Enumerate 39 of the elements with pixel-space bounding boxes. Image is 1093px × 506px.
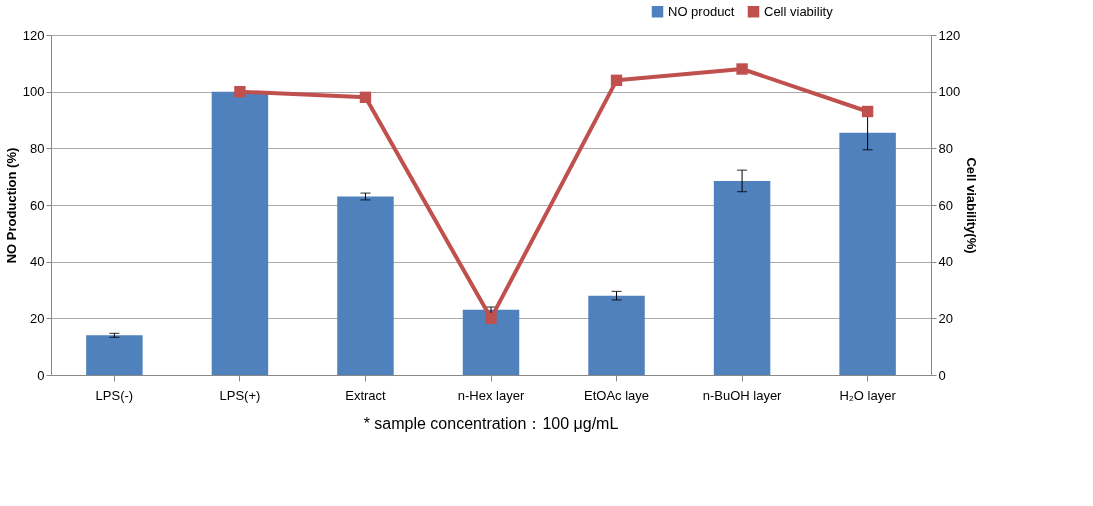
point (234, 85, 246, 98)
y-tick-label: 20 (30, 310, 45, 326)
y2-tick-label: 40 (938, 254, 953, 270)
y-tick-label: 120 (22, 27, 45, 43)
bar (713, 180, 771, 375)
x-tick-label: n-Hex layer (457, 387, 525, 403)
bar (211, 91, 269, 375)
y-tick-label: 60 (30, 197, 45, 213)
bar (86, 335, 143, 375)
point (736, 63, 748, 75)
bar (839, 132, 896, 375)
x-tick-label: EtOAc laye (584, 387, 650, 403)
y2-tick-label: 80 (938, 140, 953, 156)
x-tick-label: LPS(-) (95, 387, 134, 403)
y-tick-label: 80 (30, 140, 45, 156)
x-tick-label: LPS(+) (219, 387, 261, 403)
point (610, 74, 623, 87)
bar (588, 295, 645, 375)
bar (462, 309, 520, 375)
x-tick-label: H₂O layer (839, 387, 897, 403)
y2-tick-label: 0 (938, 367, 946, 383)
point (359, 91, 372, 104)
legend-label: Cell viability (764, 3, 834, 19)
y-tick-label: 0 (37, 367, 45, 383)
y2-axis-title: Cell viability(%) (964, 157, 980, 254)
bar (337, 196, 394, 375)
point (485, 312, 497, 325)
y-tick-label: 100 (22, 84, 45, 100)
y2-tick-label: 100 (938, 84, 961, 100)
y-tick-label: 40 (30, 254, 45, 270)
legend-label: NO product (668, 3, 735, 19)
y2-tick-label: 120 (938, 27, 961, 43)
y-axis-title: NO Production (%) (3, 147, 19, 264)
point (861, 105, 874, 118)
text: * sample concentration：100 μg/mL (363, 415, 619, 432)
y2-tick-label: 60 (938, 197, 953, 213)
x-tick-label: Extract (345, 387, 387, 403)
x-tick-label: n-BuOH layer (702, 387, 783, 403)
y2-tick-label: 20 (938, 310, 953, 326)
